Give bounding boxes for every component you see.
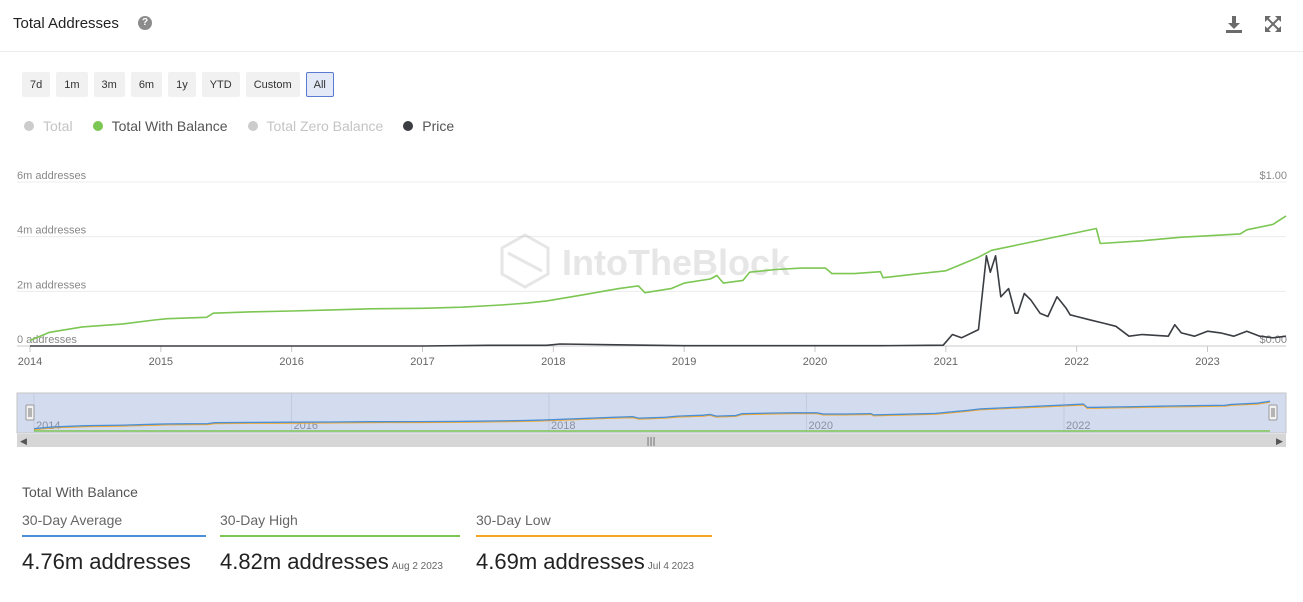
chart-header: Total Addresses ? (0, 0, 1303, 52)
stat-label: 30-Day Average (22, 512, 206, 537)
navigator-chart[interactable]: 2014 2016 2018 2020 2022◀ ▶||| (0, 390, 1303, 448)
stat-value: 4.69m addresses Jul 4 2023 (476, 549, 712, 575)
stat-value: 4.82m addresses Aug 2 2023 (220, 549, 460, 575)
stat-30-day-low: 30-Day Low 4.69m addresses Jul 4 2023 (476, 512, 712, 575)
x-axis-tick-label: 2022 (1064, 356, 1088, 368)
x-axis-tick-label: 2016 (279, 356, 303, 368)
x-axis-tick-label: 2014 (18, 356, 42, 368)
download-icon[interactable] (1224, 14, 1244, 34)
range-6m-button[interactable]: 6m (130, 72, 163, 97)
expand-icon[interactable] (1263, 14, 1283, 34)
x-axis-tick-label: 2015 (149, 356, 173, 368)
x-axis-tick-label: 2021 (934, 356, 958, 368)
range-1m-button[interactable]: 1m (56, 72, 88, 97)
y-axis-left-tick-label: 4m addresses (17, 225, 87, 237)
legend-dot (92, 121, 103, 131)
navigator-scrollbar[interactable] (17, 434, 1286, 447)
range-custom-button[interactable]: Custom (245, 72, 300, 97)
legend-label: Price (422, 118, 455, 134)
stats-title: Total With Balance (22, 484, 138, 500)
legend-label: Total (43, 118, 73, 134)
range-3m-button[interactable]: 3m (93, 72, 125, 97)
y-axis-left-tick-label: 0 addresses (17, 334, 77, 346)
stat-30-day-average: 30-Day Average 4.76m addresses (22, 512, 206, 575)
y-axis-left-tick-label: 6m addresses (17, 170, 87, 182)
range-7d-button[interactable]: 7d (22, 72, 51, 97)
navigator-right-handle[interactable] (1268, 404, 1278, 421)
series-line-total-with-balance (29, 215, 1287, 342)
range-ytd-button[interactable]: YTD (201, 72, 240, 97)
legend-dot (24, 121, 34, 131)
navigator-series-line (33, 400, 1271, 430)
stat-value-text: 4.76m addresses (22, 549, 191, 574)
x-axis-tick-label: 2023 (1195, 356, 1219, 368)
stat-value-text: 4.69m addresses (476, 549, 645, 574)
navigator-tick-label: 2020 (809, 420, 833, 432)
legend-item-price[interactable]: Price (403, 118, 454, 134)
stat-30-day-high: 30-Day High 4.82m addresses Aug 2 2023 (220, 512, 460, 575)
navigator-window (16, 392, 1287, 434)
navigator-tick-label: 2022 (1066, 420, 1090, 432)
legend-item-total-with-balance[interactable]: Total With Balance (92, 118, 228, 134)
stat-value-text: 4.82m addresses (220, 549, 389, 574)
stat-value: 4.76m addresses (22, 549, 206, 575)
range-1y-button[interactable]: 1y (168, 72, 196, 97)
y-axis-right-tick-label: $1.00 (1259, 170, 1287, 182)
x-axis-tick-label: 2020 (803, 356, 827, 368)
x-axis-tick-label: 2019 (672, 356, 696, 368)
range-selector: 7d 1m 3m 6m 1y YTD Custom All (22, 72, 334, 97)
help-icon[interactable]: ? (138, 16, 152, 30)
legend-dot (247, 121, 258, 131)
navigator-tick-label: 2018 (551, 420, 575, 432)
navigator-left-handle[interactable] (25, 404, 35, 421)
page-title: Total Addresses (13, 15, 119, 32)
legend-label: Total With Balance (111, 118, 228, 134)
watermark: IntoTheBlock (500, 233, 791, 289)
navigator-series-line-secondary (33, 402, 1271, 431)
scrollbar-grip: ||| (646, 437, 655, 447)
watermark-logo-stroke (507, 251, 543, 273)
watermark-logo-icon (500, 233, 550, 289)
chart-legend: Total Total With Balance Total Zero Bala… (24, 118, 454, 134)
x-axis-tick-label: 2017 (410, 356, 434, 368)
range-all-button[interactable]: All (305, 72, 334, 97)
y-axis-left-tick-label: 2m addresses (17, 279, 87, 291)
series-line-price (30, 255, 1287, 347)
legend-item-total[interactable]: Total (24, 118, 73, 134)
stat-date: Aug 2 2023 (391, 561, 443, 572)
stat-label: 30-Day Low (476, 512, 712, 537)
main-chart[interactable]: 0 addresses 2m addresses 4m addresses 6m ad… (0, 165, 1303, 380)
stat-label: 30-Day High (220, 512, 460, 537)
scroll-left-icon[interactable]: ◀ (20, 437, 27, 447)
legend-item-total-zero-balance[interactable]: Total Zero Balance (247, 118, 384, 134)
scroll-right-icon[interactable]: ▶ (1276, 437, 1283, 447)
legend-label: Total Zero Balance (266, 118, 384, 134)
x-axis-tick-label: 2018 (541, 356, 565, 368)
legend-dot (403, 121, 414, 131)
navigator-tick-label: 2014 (36, 420, 60, 432)
watermark-text: IntoTheBlock (562, 242, 791, 283)
stat-date: Jul 4 2023 (647, 561, 694, 572)
